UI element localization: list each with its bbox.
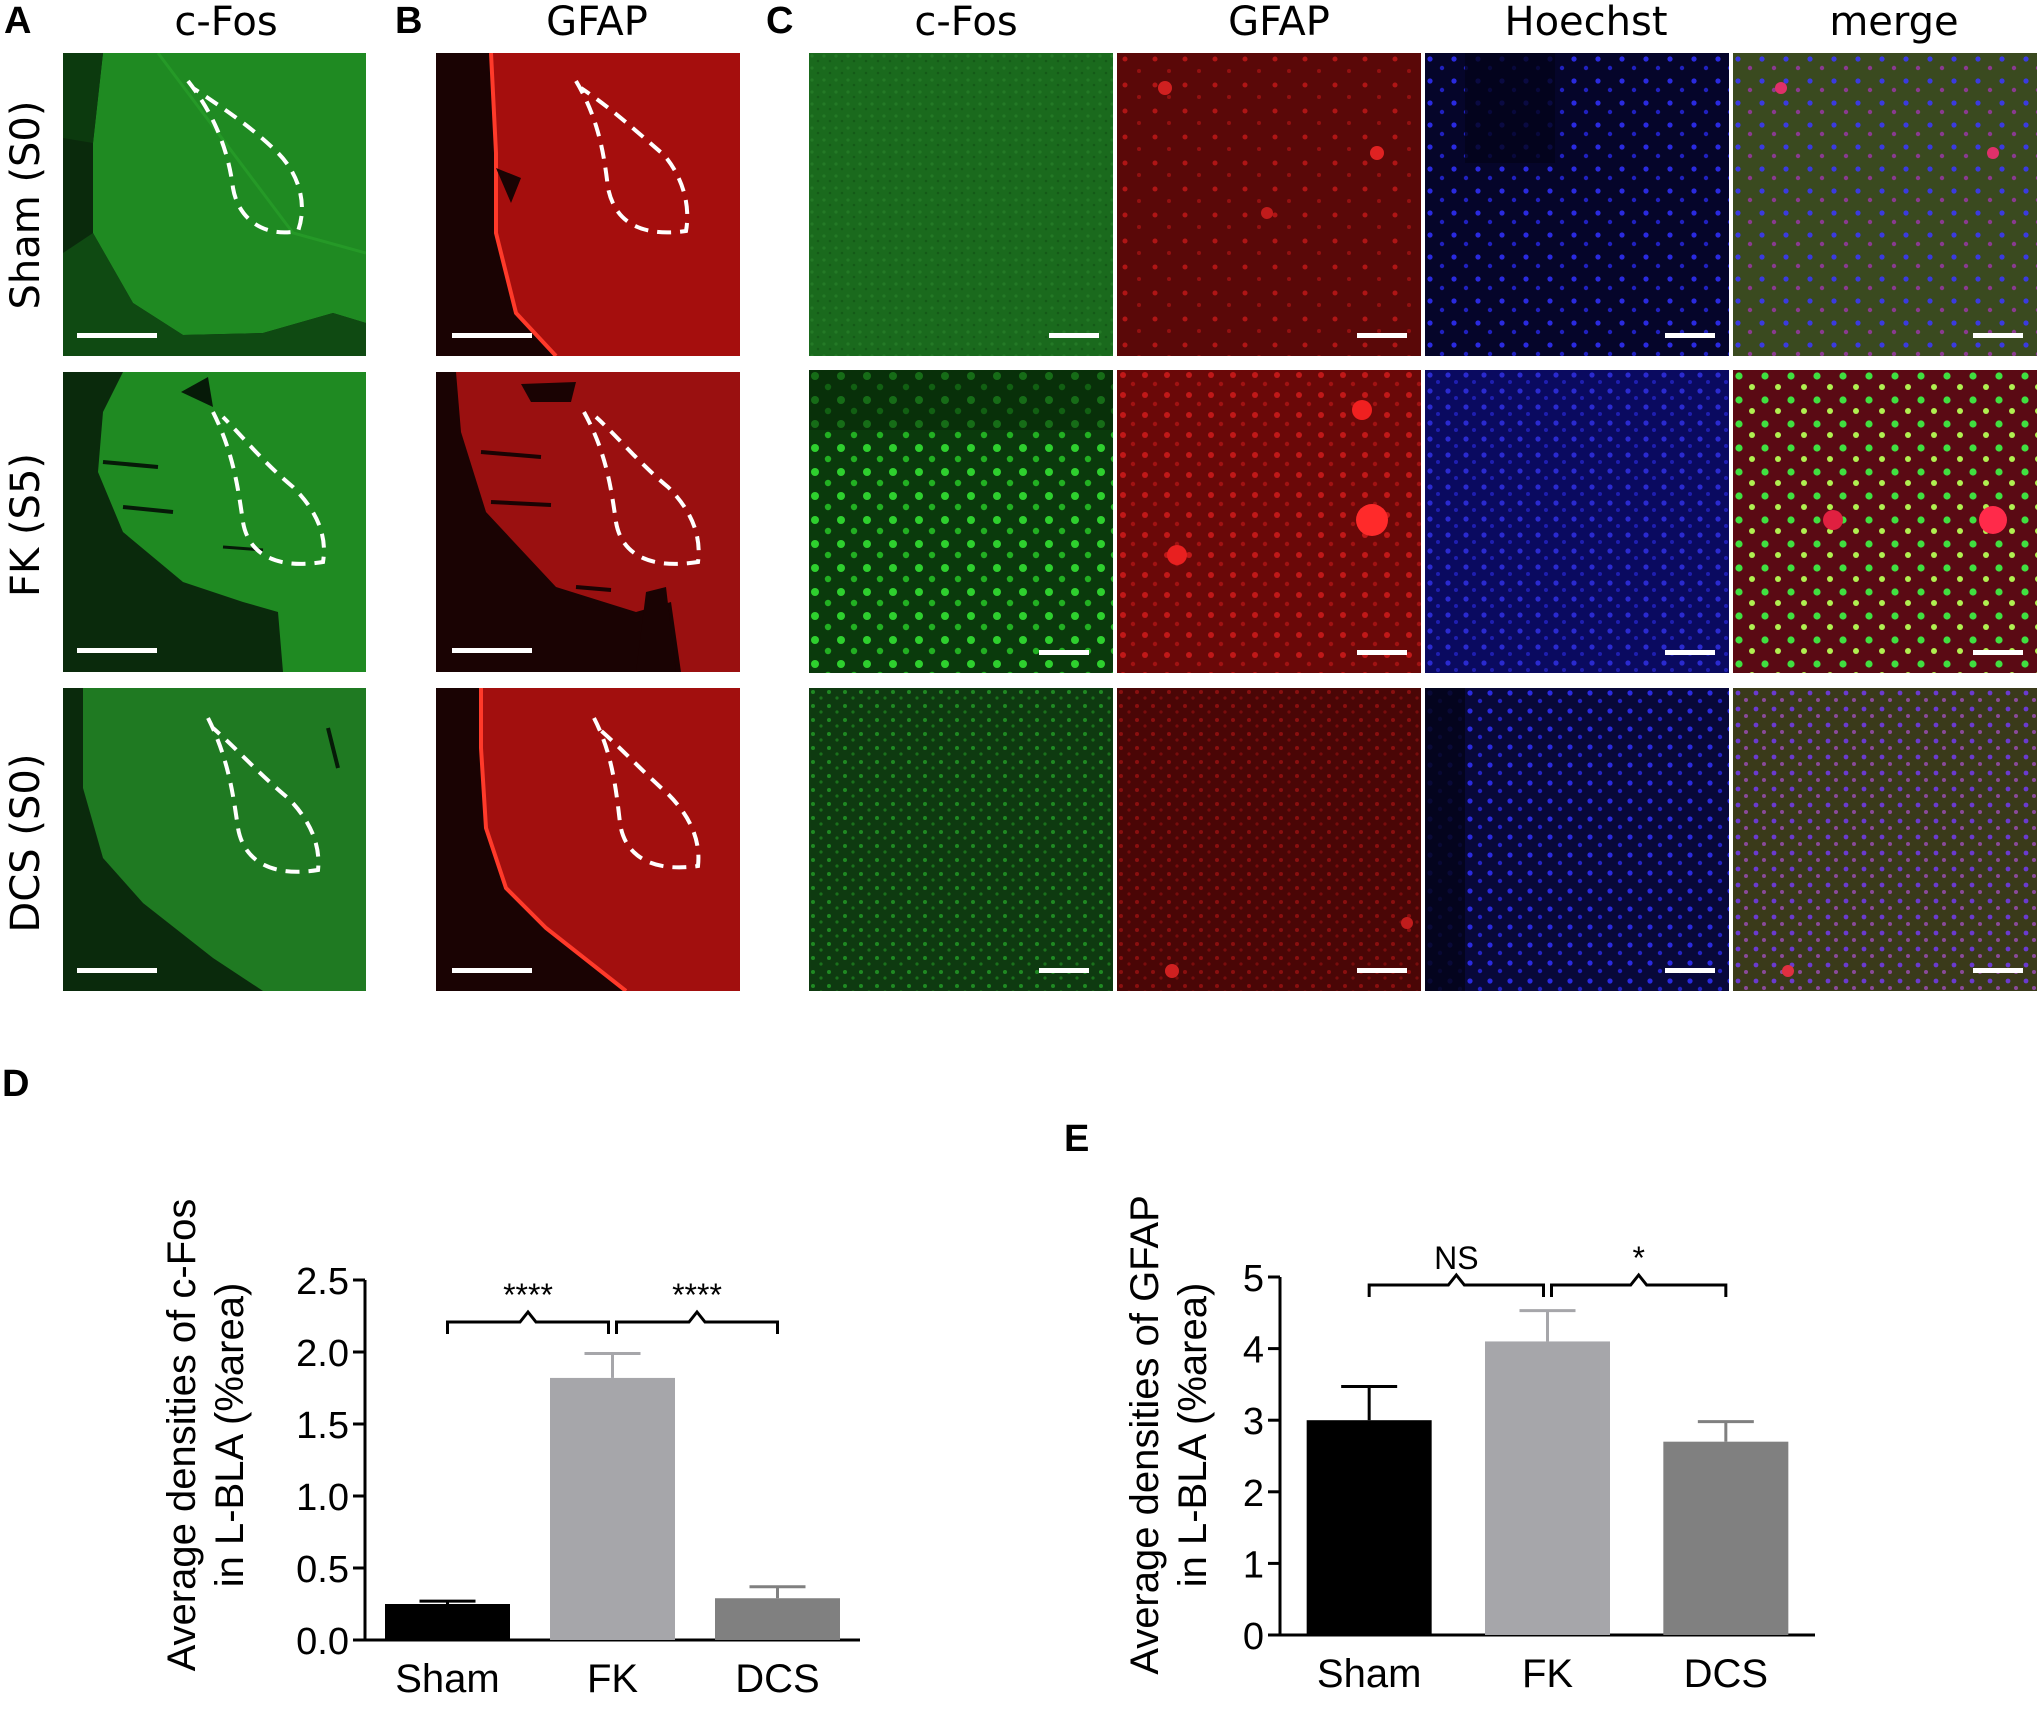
micrograph-b-fk xyxy=(436,372,740,672)
bar-fk xyxy=(550,1377,675,1640)
row-label-sham: Sham (S0) xyxy=(3,100,49,310)
y-axis-title-line2: in L-BLA (%area) xyxy=(208,1283,252,1588)
micrograph-c-sham-merge xyxy=(1733,53,2037,356)
x-tick-label: Sham xyxy=(395,1657,500,1701)
x-tick-label: DCS xyxy=(735,1657,819,1701)
micrograph-c-dcs-hoechst xyxy=(1425,688,1729,991)
y-axis-title-line2: in L-BLA (%area) xyxy=(1171,1283,1215,1588)
significance-label: **** xyxy=(672,1277,722,1313)
micrograph-c-sham-cfos xyxy=(809,53,1113,356)
micrograph-c-dcs-merge xyxy=(1733,688,2037,991)
scale-bar xyxy=(77,333,157,338)
y-tick-label: 1.0 xyxy=(296,1477,349,1519)
scale-bar xyxy=(77,648,157,653)
micrograph-a-fk xyxy=(63,372,366,672)
scale-bar xyxy=(1665,650,1715,655)
micrograph-c-sham-gfap xyxy=(1117,53,1421,356)
column-title-a: c-Fos xyxy=(174,0,278,45)
significance-bracket xyxy=(446,1309,610,1334)
scale-bar xyxy=(1665,968,1715,973)
scale-bar xyxy=(1665,333,1715,338)
scale-bar xyxy=(452,333,532,338)
panel-label-d: D xyxy=(2,1063,30,1105)
significance-bracket xyxy=(1367,1272,1545,1297)
row-label-dcs: DCS (S0) xyxy=(3,753,49,933)
bar-fk xyxy=(1485,1341,1610,1635)
x-tick-label: DCS xyxy=(1684,1652,1768,1696)
scale-bar xyxy=(452,648,532,653)
y-tick-label: 0.0 xyxy=(296,1621,349,1663)
column-title-b: GFAP xyxy=(546,0,648,45)
scale-bar xyxy=(452,968,532,973)
scale-bar xyxy=(1039,968,1089,973)
x-tick-label: Sham xyxy=(1317,1652,1422,1696)
scale-bar xyxy=(1357,968,1407,973)
y-tick-label: 1.5 xyxy=(296,1405,349,1447)
y-tick-label: 0 xyxy=(1243,1616,1264,1658)
y-tick-label: 3 xyxy=(1243,1401,1264,1443)
scale-bar xyxy=(77,968,157,973)
y-tick-label: 0.5 xyxy=(296,1549,349,1591)
scale-bar xyxy=(1357,333,1407,338)
micrograph-c-sham-hoechst xyxy=(1425,53,1729,356)
panel-label-a: A xyxy=(4,0,32,42)
significance-label: NS xyxy=(1434,1240,1478,1276)
micrograph-c-fk-cfos xyxy=(809,370,1113,673)
bar-dcs xyxy=(1663,1441,1789,1635)
column-title-c-merge: merge xyxy=(1829,0,1959,45)
bar-sham xyxy=(385,1604,510,1640)
bar-chart-e: 0 1 2 3 4 5 Sham FK DCS NS * Average densities of … xyxy=(1123,1195,1815,1696)
micrograph-c-fk-merge xyxy=(1733,370,2037,673)
y-tick-label: 2 xyxy=(1243,1473,1264,1515)
column-title-c-gfap: GFAP xyxy=(1228,0,1330,45)
scale-bar xyxy=(1973,968,2023,973)
row-label-fk: FK (S5) xyxy=(3,452,49,598)
y-axis-title-line1: Average densities of c-Fos xyxy=(160,1199,204,1672)
y-tick-label: 5 xyxy=(1243,1258,1264,1300)
micrograph-a-dcs xyxy=(63,688,366,991)
y-tick-label: 2.0 xyxy=(296,1333,349,1375)
scale-bar xyxy=(1049,333,1099,338)
significance-bracket xyxy=(615,1309,779,1334)
y-tick-label: 2.5 xyxy=(296,1261,349,1303)
bar-sham xyxy=(1306,1420,1432,1635)
column-title-c-hoechst: Hoechst xyxy=(1504,0,1668,45)
significance-label: **** xyxy=(503,1277,553,1313)
micrograph-c-fk-hoechst xyxy=(1425,370,1729,673)
bar-dcs xyxy=(715,1598,840,1640)
scale-bar xyxy=(1973,650,2023,655)
x-tick-label: FK xyxy=(1522,1652,1573,1696)
micrograph-b-dcs xyxy=(436,688,740,991)
y-tick-label: 4 xyxy=(1243,1330,1264,1372)
micrograph-c-dcs-gfap xyxy=(1117,688,1421,991)
column-title-c-cfos: c-Fos xyxy=(914,0,1018,45)
micrograph-a-sham xyxy=(63,53,366,356)
scale-bar xyxy=(1039,650,1089,655)
significance-bracket xyxy=(1550,1272,1728,1297)
micrograph-b-sham xyxy=(436,53,740,356)
scale-bar xyxy=(1973,333,2023,338)
panel-label-b: B xyxy=(395,0,423,42)
significance-label: * xyxy=(1632,1240,1644,1276)
panel-label-c: C xyxy=(766,0,794,42)
y-axis-title-line1: Average densities of GFAP xyxy=(1123,1195,1167,1675)
scale-bar xyxy=(1357,650,1407,655)
bar-chart-d: 0.0 0.5 1.0 1.5 2.0 2.5 Sham FK DCS **** **** Aver… xyxy=(160,1199,860,1701)
x-tick-label: FK xyxy=(587,1657,638,1701)
micrograph-c-fk-gfap xyxy=(1117,370,1421,673)
y-tick-label: 1 xyxy=(1243,1544,1264,1586)
micrograph-c-dcs-cfos xyxy=(809,688,1113,991)
panel-label-e: E xyxy=(1064,1118,1090,1160)
